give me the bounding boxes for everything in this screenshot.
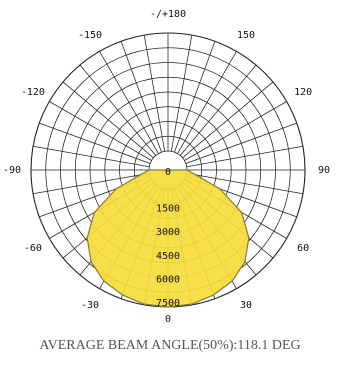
grid-spoke <box>99 51 159 154</box>
angle-tick-label: 0 <box>165 314 171 325</box>
grid-spoke <box>79 64 157 156</box>
series-point <box>248 237 250 239</box>
radial-tick-label: 6000 <box>156 274 180 285</box>
series-point <box>186 169 188 171</box>
series-point <box>148 169 150 171</box>
series-point <box>167 306 169 308</box>
series-point <box>90 260 92 263</box>
series-point <box>231 280 233 282</box>
series-point <box>139 174 141 176</box>
angle-tick-label: -60 <box>24 243 42 254</box>
polar-chart: -/+180 150 -150 120 -120 90 -90 60 -60 30 -30 0 0 150… <box>3 9 330 325</box>
grid-spoke <box>120 41 162 153</box>
series-point <box>212 294 215 296</box>
grid-spoke <box>185 122 297 164</box>
grid-spoke <box>186 172 303 195</box>
series-point <box>143 303 146 305</box>
radial-tick-label: 4500 <box>156 251 180 262</box>
series-point <box>86 237 88 239</box>
grid-spoke <box>179 64 257 156</box>
series-point <box>103 280 105 282</box>
polar-chart-svg: -/+180 150 -150 120 -120 90 -90 60 -60 30 -30 0 0 150… <box>3 9 330 325</box>
angle-tick-label: -30 <box>81 300 99 311</box>
grid-spoke <box>49 101 152 161</box>
series-area <box>86 169 250 308</box>
grid-spoke <box>62 81 154 159</box>
angle-tick-label: 120 <box>294 87 312 98</box>
angle-tick-label: 90 <box>318 165 330 176</box>
grid-spoke <box>174 41 216 153</box>
radial-tick-label: 7500 <box>156 298 180 309</box>
grid-spoke <box>177 51 237 154</box>
grid-spoke <box>143 35 166 152</box>
angle-tick-label: 30 <box>240 300 252 311</box>
angle-tick-label: -/+180 <box>150 9 186 20</box>
radial-tick-label: 3000 <box>156 227 180 238</box>
grid-spoke <box>170 35 193 152</box>
angle-tick-label: -150 <box>78 30 102 41</box>
beam-angle-caption: AVERAGE BEAM ANGLE(50%):118.1 DEG <box>39 338 301 353</box>
angle-tick-label: -120 <box>21 87 45 98</box>
series-point <box>190 303 193 305</box>
angle-tick-label: -90 <box>3 165 21 176</box>
angle-tick-label: 150 <box>237 30 255 41</box>
radial-tick-label: 1500 <box>156 204 180 215</box>
series-point <box>240 211 243 214</box>
grid-spoke <box>186 145 303 168</box>
series-point <box>219 188 221 190</box>
grid-spoke <box>39 122 151 164</box>
series-point <box>195 174 197 176</box>
grid-spoke <box>182 81 274 159</box>
series-layer <box>86 169 250 308</box>
angle-tick-label: 60 <box>297 243 309 254</box>
grid-spoke <box>33 145 150 168</box>
series-point <box>93 211 96 214</box>
grid-spoke <box>33 172 150 195</box>
series-point <box>121 294 124 296</box>
label-layer: -/+180 150 -150 120 -120 90 -90 60 -60 30 -30 0 0 150… <box>3 9 330 325</box>
series-point <box>115 188 117 190</box>
series-point <box>244 260 246 263</box>
radial-tick-label: 0 <box>165 167 171 178</box>
grid-spoke <box>184 101 287 161</box>
